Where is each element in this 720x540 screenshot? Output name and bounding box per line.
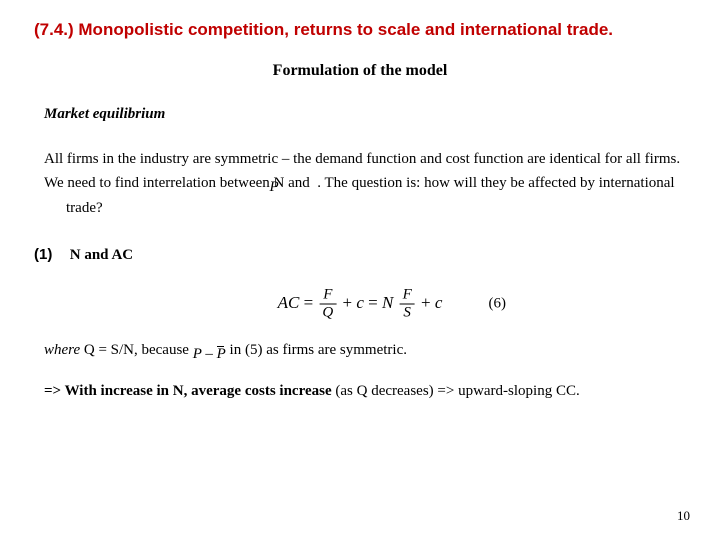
conclusion-rest: (as Q decreases) => upward-sloping CC. (335, 383, 579, 399)
paragraph-1: All firms in the industry are symmetric … (44, 149, 686, 169)
pp-pbar: P (217, 346, 226, 363)
eq-c1: c (356, 293, 364, 312)
equation-6-body: AC = F Q + c = N F S + c (278, 287, 443, 320)
eq-plus1: + (343, 293, 357, 312)
where-word: where (44, 342, 80, 358)
slide-subtitle: Formulation of the model (34, 62, 686, 80)
conclusion: => With increase in N, average costs inc… (44, 383, 686, 400)
paragraph-2: We need to find interrelation between N … (44, 173, 686, 218)
eq-eq1: = (304, 293, 318, 312)
eq-frac-fq: F Q (319, 287, 336, 320)
eq-c2: c (435, 293, 443, 312)
page-number: 10 (677, 508, 690, 524)
eq-eq2: = (368, 293, 382, 312)
equation-6: AC = F Q + c = N F S + c (6) (34, 282, 686, 326)
pp-p: P (193, 346, 202, 362)
eq-s: S (400, 303, 415, 320)
slide-title: (7.4.) Monopolistic competition, returns… (34, 20, 686, 40)
pp-dash: – (205, 346, 216, 362)
eq-n: N (382, 293, 393, 312)
eq-frac-fs: F S (400, 287, 415, 320)
conclusion-bold: => With increase in N, average costs inc… (44, 383, 332, 399)
eq-plus2: + (421, 293, 435, 312)
eq-q: Q (319, 303, 336, 320)
eq-f2: F (400, 287, 415, 303)
where-line: where Q = S/N, because P – P in (5) as f… (44, 342, 686, 363)
where-a: Q = S/N, because (84, 342, 193, 358)
equation-6-number: (6) (489, 295, 507, 312)
eq-ac: AC (278, 293, 300, 312)
p-minus-pbar: P – P (193, 346, 226, 363)
where-b: in (5) as firms are symmetric. (230, 342, 407, 358)
item-1-number: (1) (34, 246, 66, 263)
eq-f1: F (319, 287, 336, 303)
item-1: (1) N and AC (34, 246, 686, 264)
item-1-label: N and AC (70, 247, 133, 263)
section-heading: Market equilibrium (44, 106, 686, 123)
